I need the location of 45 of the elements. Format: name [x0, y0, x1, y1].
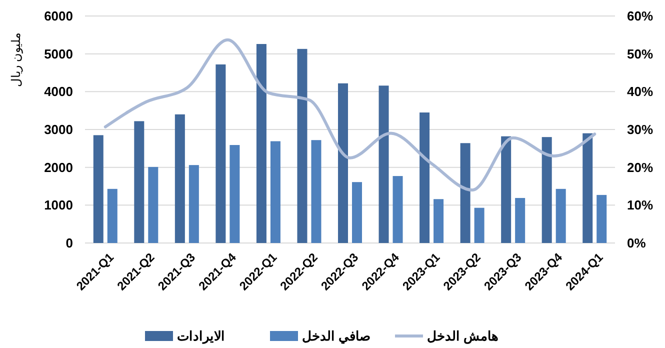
bar	[134, 121, 144, 243]
bar	[582, 133, 593, 243]
bar	[474, 208, 484, 243]
bar	[352, 182, 362, 243]
y-tick-label: 2000	[44, 160, 73, 175]
y-tick-label: 4000	[44, 84, 73, 100]
bar	[174, 114, 185, 243]
y-axis-title: مليون ريال	[9, 32, 23, 88]
legend-label: صافي الدخل	[302, 328, 371, 345]
y-tick-label: 3000	[44, 122, 73, 138]
bar	[148, 166, 158, 243]
y2-tick-label: 60%	[627, 8, 654, 24]
y-tick-label: 6000	[44, 8, 73, 24]
bar	[216, 64, 226, 243]
bar	[515, 198, 526, 243]
bar	[256, 44, 266, 243]
y2-tick-label: 40%	[627, 84, 654, 100]
bar	[420, 112, 430, 243]
y2-tick-label: 30%	[627, 122, 654, 138]
bar	[596, 194, 607, 243]
legend-label: هامش الدخل	[427, 328, 499, 345]
bar	[188, 165, 199, 243]
y2-tick-label: 20%	[627, 160, 654, 175]
bar	[542, 137, 552, 243]
y2-tick-label: 10%	[627, 198, 654, 213]
bar	[107, 188, 118, 243]
bar	[378, 86, 389, 243]
bar	[501, 136, 512, 243]
bar	[556, 188, 566, 243]
bar	[392, 176, 403, 243]
legend-label: الايرادات	[177, 328, 225, 345]
y-tick-label: 5000	[44, 46, 73, 62]
bar	[270, 141, 280, 243]
bar	[434, 199, 444, 243]
bar	[230, 145, 240, 243]
bar	[460, 143, 470, 243]
y2-tick-label: 0%	[627, 236, 646, 251]
bar	[311, 140, 322, 243]
y2-tick-label: 50%	[627, 46, 654, 62]
bar	[93, 135, 104, 243]
bar	[338, 83, 348, 243]
bar	[297, 48, 308, 243]
y-tick-label: 0	[66, 236, 73, 251]
y-tick-label: 1000	[44, 198, 73, 213]
line-series	[104, 38, 596, 192]
